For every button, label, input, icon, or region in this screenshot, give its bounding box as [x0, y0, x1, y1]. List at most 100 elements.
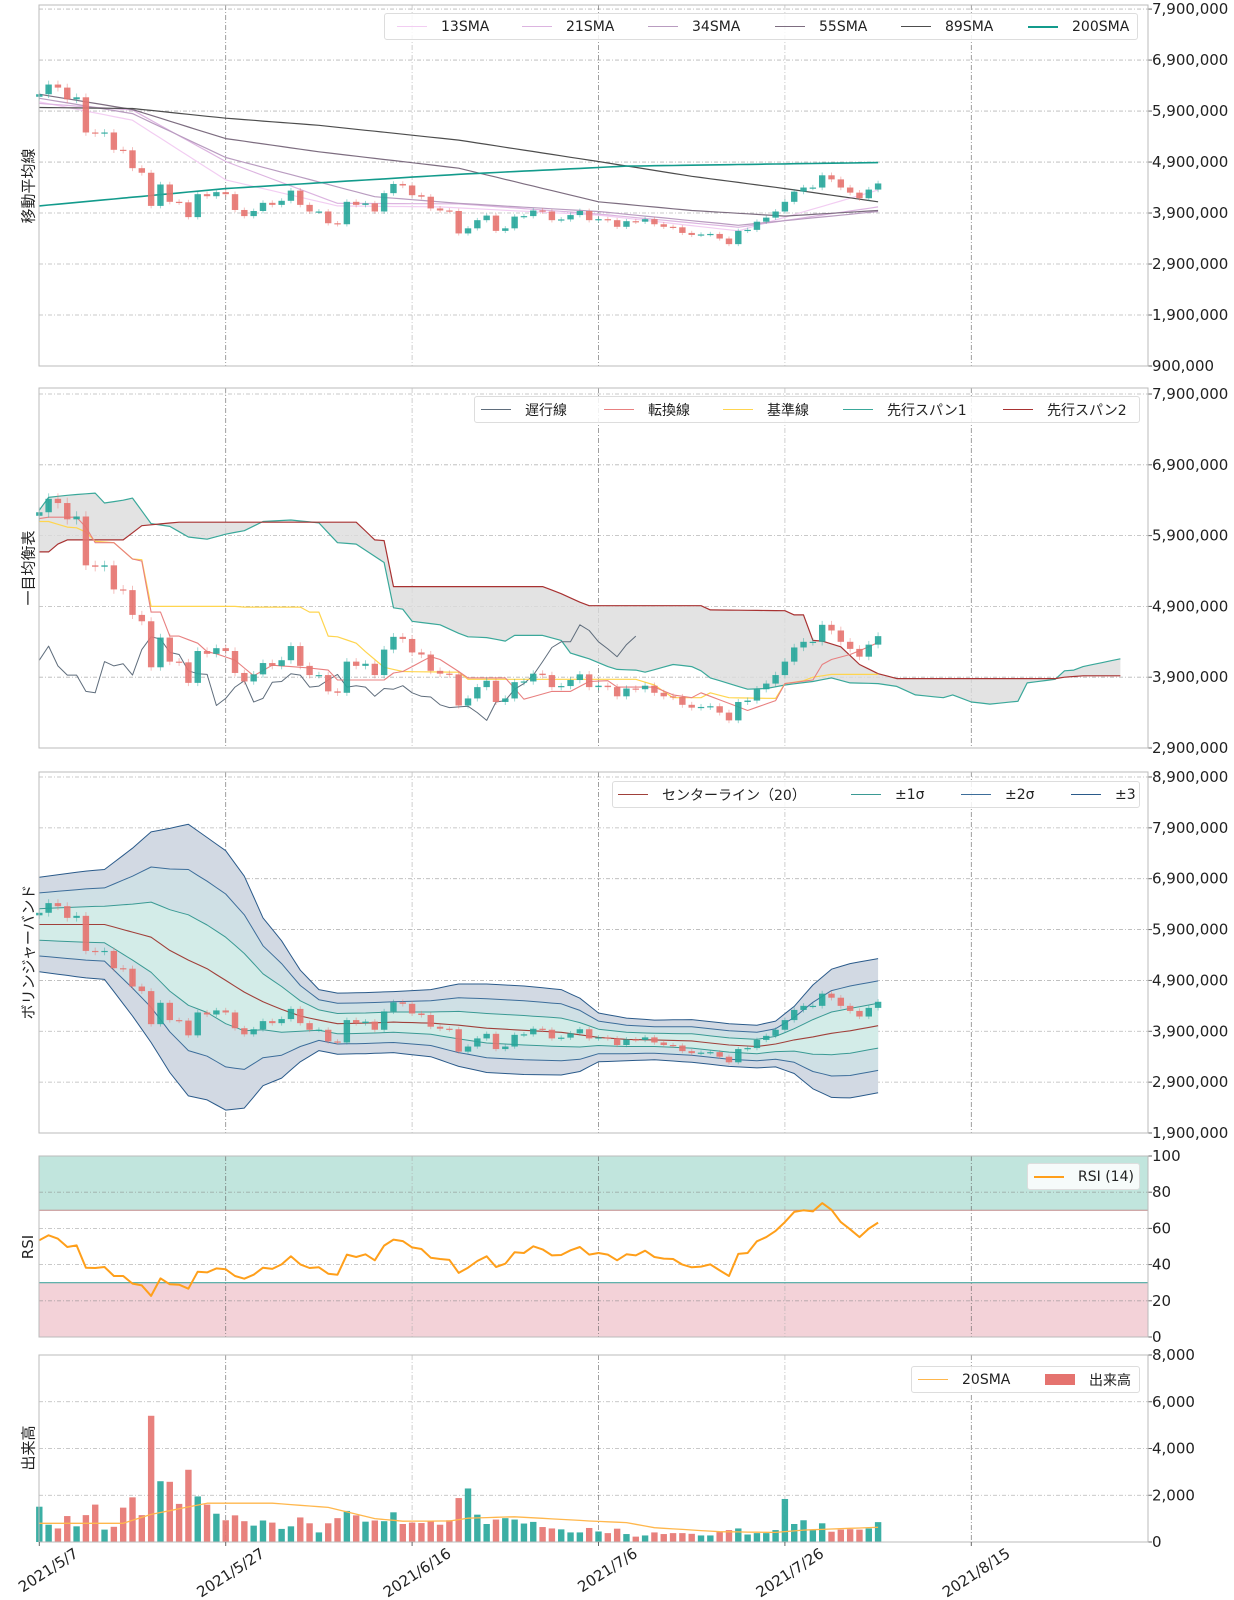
candle-body [520, 216, 528, 218]
volume-bar [82, 1515, 90, 1542]
volume-bar [604, 1533, 612, 1542]
candle-body [688, 704, 695, 708]
candle-body [595, 1037, 602, 1039]
line-rsi [38, 1202, 879, 1297]
candle-body [436, 670, 444, 674]
candle [436, 667, 444, 678]
volume-bar [530, 1521, 537, 1542]
candle-body [380, 193, 388, 212]
candle [287, 1006, 295, 1022]
candle [818, 172, 826, 191]
y-tick-label: 4,000 [1152, 1440, 1195, 1458]
candle-body [576, 1029, 584, 1034]
ylabel-sma: 移動平均線 [19, 148, 38, 224]
candle-body [82, 915, 90, 951]
candle [455, 671, 462, 709]
candle-body [558, 219, 565, 221]
candle [735, 1046, 742, 1065]
candle-body [595, 685, 602, 688]
candle [660, 1040, 667, 1048]
candle [744, 1045, 751, 1052]
candle-body [380, 1011, 388, 1030]
candle [576, 1026, 584, 1036]
candle [688, 1048, 695, 1056]
candle-body [278, 200, 285, 205]
candle [343, 1017, 351, 1045]
candle-body [269, 202, 276, 205]
candle [64, 83, 71, 104]
volume-bar [315, 1532, 323, 1542]
candle-body [306, 204, 313, 212]
candle [856, 1008, 863, 1020]
candle [64, 497, 71, 525]
candle [585, 1026, 593, 1041]
candle [679, 693, 686, 708]
candle [660, 689, 667, 700]
legend-item-sigma3: ±3 [1071, 782, 1136, 807]
candle [846, 638, 854, 653]
candle [427, 650, 434, 675]
candle-body [697, 1052, 705, 1054]
candle [455, 1026, 462, 1054]
candle-body [157, 184, 164, 206]
candle [371, 1019, 379, 1033]
volume-bar [846, 1529, 854, 1542]
candle [306, 1020, 313, 1033]
candle [492, 213, 500, 234]
candle [511, 214, 518, 231]
candle [492, 677, 500, 705]
candle [846, 184, 854, 196]
candle-body [511, 682, 518, 699]
candle [73, 511, 80, 525]
candle [119, 965, 127, 972]
panel-bollinger-border [38, 771, 1149, 1134]
candle-body [418, 652, 425, 655]
candle-body [54, 498, 62, 504]
candle-body [837, 997, 845, 1006]
candle [641, 682, 649, 693]
candle [325, 209, 332, 226]
candle-body [259, 1021, 267, 1030]
candle-body [874, 183, 882, 190]
volume-bar [222, 1520, 229, 1542]
line-34sma [39, 97, 879, 226]
candle [548, 209, 556, 223]
candle [763, 1033, 770, 1043]
candle [856, 190, 863, 201]
candle [175, 1017, 183, 1024]
candle [185, 1018, 192, 1038]
legend-item-sigma1: ±1σ [851, 782, 925, 807]
candle-body [119, 589, 127, 591]
candle [408, 1001, 416, 1017]
candle [660, 221, 667, 230]
legend-item-chikou: 遅行線 [481, 397, 567, 422]
volume-bar [679, 1533, 686, 1542]
legend-line [604, 409, 634, 410]
candle [231, 647, 239, 677]
volume-bar [660, 1534, 667, 1542]
legend-line [775, 26, 805, 27]
candle-body [436, 208, 444, 211]
candle-body [334, 1041, 341, 1043]
candle-body [669, 226, 677, 229]
candle-body [623, 1039, 630, 1046]
line-bollinger-lower-3sigma [39, 971, 879, 1111]
legend-item-55sma: 55SMA [775, 14, 867, 39]
candle-body [175, 201, 183, 204]
candle [874, 632, 882, 649]
line-bollinger-upper-2sigma [39, 866, 879, 1033]
candle-body [343, 1020, 351, 1043]
candle-body [241, 672, 248, 682]
candle-body [427, 654, 434, 671]
candle-body [259, 663, 267, 675]
candle-body [744, 229, 751, 232]
candle [185, 658, 192, 687]
y-tick-label: 7,900,000 [1152, 819, 1228, 837]
line-volume-sma20 [39, 1502, 879, 1534]
volume-bar [511, 1519, 518, 1542]
candle [231, 191, 239, 213]
candle [390, 633, 397, 654]
candle [119, 585, 127, 595]
candle-body [548, 1029, 556, 1039]
candle-body [287, 646, 295, 661]
